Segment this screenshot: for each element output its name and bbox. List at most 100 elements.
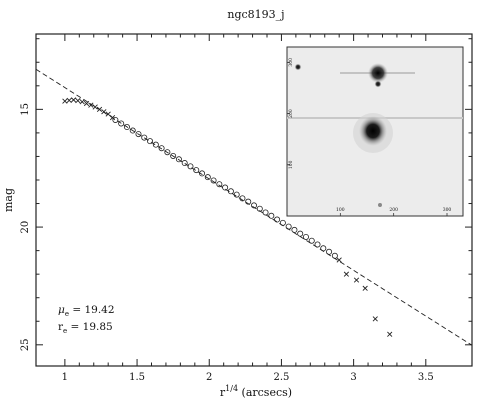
data-point-circle [326,248,333,255]
faint-star [378,203,382,207]
x-tick-label: 2.5 [273,372,289,383]
data-point-circle [204,174,211,181]
inset-y-tick-label: 300 [288,58,294,67]
data-point-circle [141,134,148,141]
data-point-circle [216,181,223,188]
x-axis-label: r1/4 (arcsecs) [220,384,292,399]
r-e-value: = 19.85 [67,321,113,333]
data-point-circle [123,124,130,131]
data-point-circle [199,170,206,177]
field-star [294,63,302,71]
inset-axis-ticks: 100 200 300 100 200 300 [287,58,451,216]
bright-star [368,63,388,83]
data-point-circle [331,252,338,259]
data-point-circle [193,167,200,174]
data-point-cross [109,114,116,121]
data-point-cross [362,285,368,291]
inset-image [287,63,463,207]
mu-symbol: μ [58,304,65,316]
data-point-cross-stroke [387,331,393,337]
data-point-cross-stroke [372,316,378,322]
x-tick-label: 2 [206,372,212,383]
data-point-cross-stroke [88,102,94,108]
data-point-circle [170,152,177,159]
inset-y-tick-label: 200 [288,109,294,118]
data-point-circle [302,233,309,240]
x-tick-label: 1 [62,372,68,383]
data-point-cross [105,111,111,117]
data-point-cross [62,98,68,104]
data-point-circle [250,202,257,209]
x-axis-label-units: (arcsecs) [238,386,292,399]
data-point-cross [372,316,378,322]
data-point-circle [181,160,188,167]
axis-ticks: 1 1.5 2 2.5 3 3.5 15 20 25 [20,34,472,383]
y-tick-label: 20 [20,221,31,234]
data-point-circle [314,241,321,248]
fit-parameters: μe = 19.42 re = 19.85 [58,304,115,335]
data-point-cross-stroke [109,114,116,121]
data-point-circle [158,145,165,152]
data-point-cross [83,100,90,107]
data-point-circle [152,141,159,148]
data-point-cross-stroke [62,98,68,104]
data-point-cross [88,102,94,108]
data-point-cross-stroke [79,99,85,105]
data-point-cross-stroke [96,106,103,112]
data-point-circle [164,149,171,156]
x-tick-label: 3.5 [418,372,434,383]
x-tick-label: 3 [350,372,356,383]
data-point-cross-stroke [353,277,360,283]
data-point-circle [175,156,182,163]
fit-line [35,68,473,346]
mu-subscript: e [65,310,69,318]
r-e-annotation: re = 19.85 [58,321,113,335]
data-point-circle [187,163,194,170]
data-point-cross-stroke [66,97,72,104]
data-point-cross [336,257,342,263]
data-point-cross [387,331,393,337]
data-point-circle [256,205,263,212]
x-axis-label-base: r [220,386,226,399]
inset-x-tick-label: 200 [389,207,398,213]
data-point-cross-stroke [101,109,107,115]
plot-frame [35,33,473,367]
inset-x-tick-label: 100 [336,207,345,213]
mu-e-value: = 19.42 [69,304,115,316]
inset-y-tick-label: 100 [288,160,294,169]
fit-line-layer [35,68,473,346]
galaxy-image-inset: 100 200 300 100 200 300 [286,46,464,217]
data-point-cross [75,98,81,104]
data-point-cross-stroke [75,98,81,104]
data-point-cross-stroke [70,97,77,103]
data-point-cross-stroke [83,100,90,107]
data-point-cross [101,109,107,115]
chart-title: ngc8193_j [227,8,284,21]
data-points [62,97,393,337]
data-point-circle [112,116,119,123]
data-point-circle [268,212,275,219]
r-subscript: e [63,327,67,335]
data-point-circle [135,131,142,138]
data-point-circle [285,223,292,230]
data-point-cross [343,271,350,277]
data-point-circle [118,120,125,127]
plot-area: 1 1.5 2 2.5 3 3.5 15 20 25 [20,33,473,383]
r-symbol: r [58,321,64,333]
data-point-circle [320,245,327,252]
data-point-cross-stroke [92,104,98,110]
data-point-circle [222,184,229,191]
data-point-cross [96,106,103,112]
inset-x-tick-label: 300 [443,207,452,213]
y-tick-label: 15 [20,103,31,116]
data-point-circle [233,191,240,198]
data-point-circle [262,209,269,216]
data-point-circle [291,226,298,233]
data-point-cross-stroke [343,271,350,277]
data-point-cross [353,277,360,283]
data-point-circle [210,177,217,184]
data-point-circle [227,188,234,195]
companion-star [374,80,382,88]
data-point-cross [66,97,72,104]
